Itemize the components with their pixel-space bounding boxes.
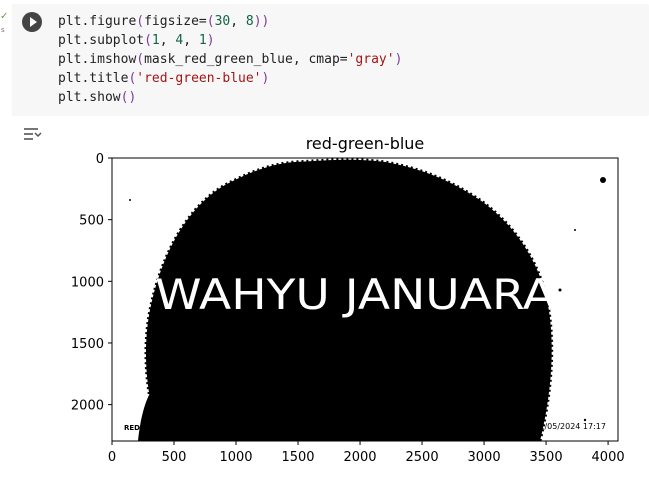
y-tick-label: 0 (96, 152, 104, 167)
code-line: plt.subplot(1, 4, 1) (58, 33, 215, 48)
code-token: plt.figure (58, 14, 137, 29)
x-tick-label: 2500 (406, 450, 439, 465)
code-token: , (159, 33, 176, 48)
code-token: ) (261, 71, 270, 86)
code-token: , (183, 33, 199, 48)
code-token: ( (128, 71, 137, 86)
plot-title: red-green-blue (305, 134, 425, 153)
x-tick-label: 1500 (281, 450, 314, 465)
code-token: ) (206, 33, 215, 48)
code-token: 'red-green-blue' (136, 71, 262, 86)
y-tick-label: 1000 (71, 275, 104, 290)
code-token: 1 (151, 33, 160, 48)
run-cell-button[interactable] (22, 12, 42, 32)
code-token: plt.imshow (58, 52, 137, 67)
code-token: ( (136, 52, 145, 67)
code-token: 1 (198, 33, 207, 48)
code-token: ) (394, 52, 403, 67)
code-editor[interactable]: plt.figure(figsize=(30, 8)) plt.subplot(… (58, 12, 402, 107)
x-tick-label: 0 (108, 450, 116, 465)
x-tick-label: 500 (162, 450, 187, 465)
code-token: plt.show (58, 90, 121, 105)
mask-image: WAHYU JANUARA REDMI NOTE | WAHYU 11/05/2… (112, 158, 618, 441)
x-tick-label: 3000 (468, 450, 501, 465)
x-tick-label: 2000 (343, 450, 376, 465)
x-tick-label: 1000 (219, 450, 252, 465)
x-tick-label: 4000 (592, 450, 625, 465)
code-token: 8 (245, 14, 254, 29)
watermark-left: REDMI NOTE | WAHYU (124, 424, 211, 433)
code-line: plt.figure(figsize=(30, 8)) (58, 14, 269, 29)
axes-frame (111, 157, 619, 442)
y-tick-label: 1500 (71, 337, 104, 352)
check-icon: ✓ (0, 11, 9, 22)
y-tick-label: 2000 (71, 399, 104, 414)
exec-time: s (1, 26, 5, 34)
output-options-icon[interactable] (22, 126, 42, 144)
code-token: ( (144, 33, 152, 48)
code-token: , (230, 14, 246, 29)
code-token: mask_red_green_blue, cmap= (144, 52, 348, 67)
code-line: plt.show() (58, 90, 136, 105)
watermark-right: 11/05/2024 17:17 (534, 422, 606, 431)
code-token: () (120, 90, 137, 105)
code-token: 'gray' (347, 52, 395, 67)
code-token: figsize= (144, 14, 207, 29)
code-token: plt.subplot (58, 33, 145, 48)
y-tick-label: 500 (79, 214, 104, 229)
code-cell[interactable]: plt.figure(figsize=(30, 8)) plt.subplot(… (12, 4, 649, 116)
code-token: plt.title (58, 71, 129, 86)
cell-status: ✓ s (0, 12, 8, 42)
dark-blob (144, 158, 554, 441)
image-text: WAHYU JANUARA (155, 270, 555, 319)
code-token: 4 (175, 33, 184, 48)
x-tick-label: 3500 (530, 450, 563, 465)
code-line: plt.title('red-green-blue') (58, 71, 269, 86)
code-token: ( (136, 14, 145, 29)
code-token: 30 (214, 14, 231, 29)
code-token: )) (253, 14, 270, 29)
code-line: plt.imshow(mask_red_green_blue, cmap='gr… (58, 52, 402, 67)
code-token: ( (206, 14, 215, 29)
